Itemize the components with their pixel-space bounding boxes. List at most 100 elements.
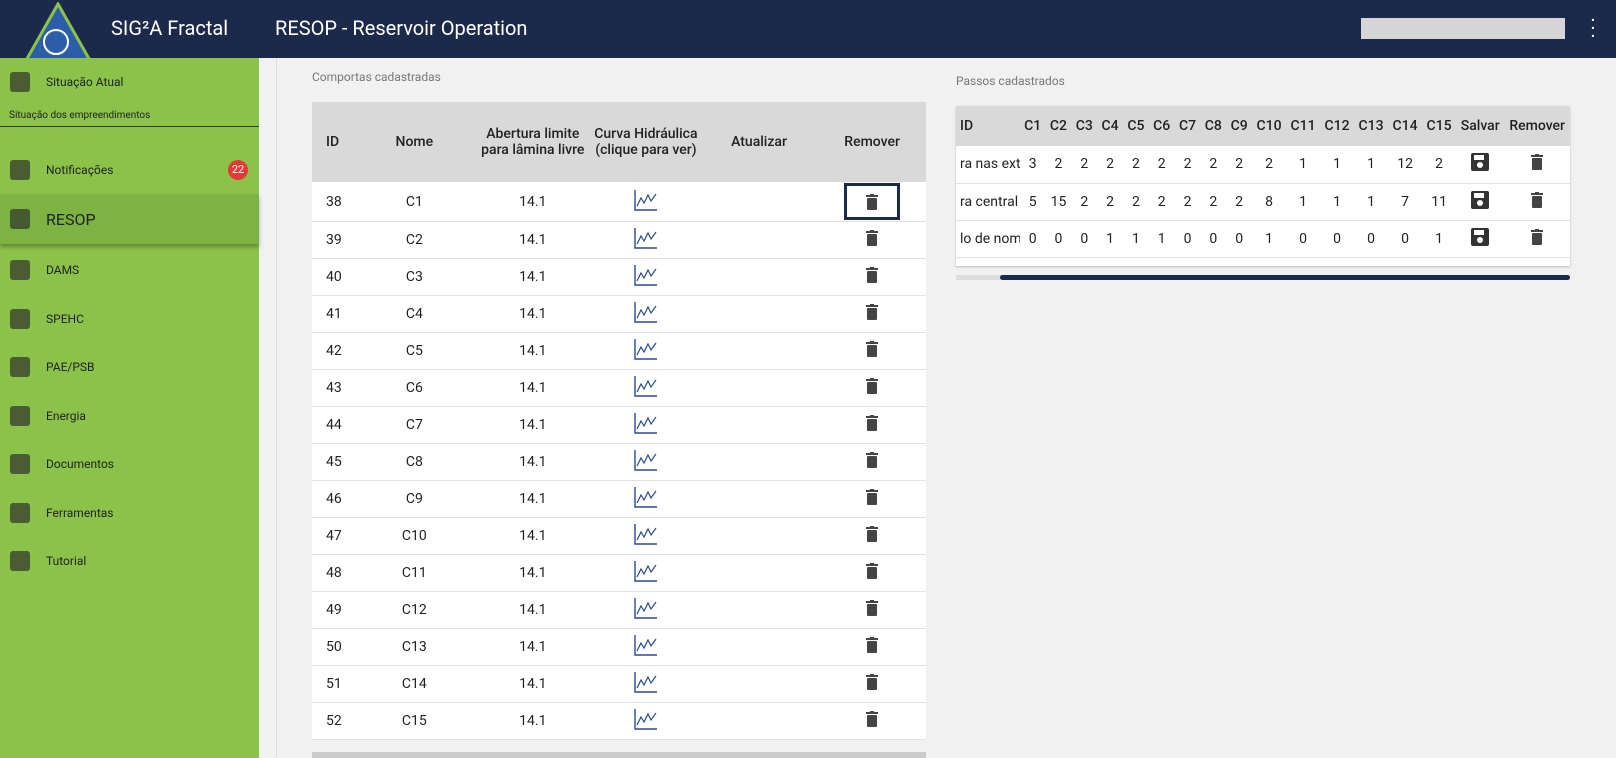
remove-button[interactable]: [818, 591, 926, 629]
cell: 15: [1045, 183, 1072, 221]
save-button[interactable]: [1456, 183, 1505, 221]
cell: 0: [1388, 220, 1423, 258]
curve-button[interactable]: [592, 517, 700, 555]
icon: [10, 309, 30, 329]
cell: 1: [1320, 183, 1355, 221]
cell: 14.1: [473, 221, 593, 259]
column-header: C15: [1422, 106, 1457, 146]
nav-item[interactable]: Ferramentas: [0, 491, 259, 535]
cell: 2: [1174, 183, 1201, 221]
cell: 1: [1252, 220, 1287, 258]
curve-button[interactable]: [592, 554, 700, 592]
icon: [10, 454, 30, 474]
remove-button[interactable]: [1504, 220, 1570, 258]
cell: 0: [1200, 220, 1227, 258]
remove-button[interactable]: [818, 702, 926, 740]
nav-item[interactable]: Notificações 22: [0, 148, 259, 192]
nav-item[interactable]: Situação Atual: [0, 60, 259, 104]
remove-button[interactable]: [818, 332, 926, 370]
nav-item[interactable]: Documentos: [0, 442, 259, 486]
remove-button[interactable]: [818, 369, 926, 407]
gate-row: 46 C9 14.1: [312, 480, 926, 518]
cell: 14.1: [473, 702, 593, 740]
column-header: ID: [312, 102, 356, 182]
cell: C13: [355, 628, 474, 666]
step-row: ra nas ext 3 2 2 2 2 2 2 2 2 2 1 1 1 12 2: [956, 146, 1570, 184]
column-header: C3: [1071, 106, 1098, 146]
curve-button[interactable]: [592, 258, 700, 296]
search-box[interactable]: [1361, 18, 1565, 39]
nav-item[interactable]: Energia: [0, 394, 259, 438]
cell: 2: [1148, 146, 1175, 184]
remove-button[interactable]: [818, 517, 926, 555]
column-header: C12: [1320, 106, 1355, 146]
cell: 0: [1320, 220, 1355, 258]
remove-button[interactable]: [818, 221, 926, 259]
curve-button[interactable]: [592, 295, 700, 333]
curve-button[interactable]: [592, 369, 700, 407]
nav-item[interactable]: RESOP: [0, 194, 259, 244]
update-cell: [699, 369, 819, 407]
nav-item[interactable]: PAE/PSB: [0, 345, 259, 389]
cell: 2: [1071, 146, 1098, 184]
cell: 1: [1286, 183, 1321, 221]
cell: C2: [355, 221, 474, 259]
caption: Passos cadastrados: [956, 74, 1065, 88]
save-button[interactable]: [1456, 146, 1505, 184]
nav-item[interactable]: SPEHC: [0, 297, 259, 341]
menu-button[interactable]: · · ·: [1590, 8, 1596, 48]
cell: 2: [1045, 146, 1072, 184]
nav-item[interactable]: DAMS: [0, 248, 259, 292]
cell: ra central: [956, 183, 1020, 221]
scrollbar[interactable]: [312, 752, 926, 758]
nav-label: DAMS: [46, 263, 80, 277]
remove-button[interactable]: [818, 554, 926, 592]
sidebar: Situação Atual Situação dos empreendiment…: [0, 58, 259, 758]
curve-button[interactable]: [592, 591, 700, 629]
remove-button[interactable]: [818, 258, 926, 296]
column-header: ID: [956, 106, 1020, 146]
remove-button[interactable]: [818, 443, 926, 481]
cell: 14.1: [473, 665, 593, 703]
curve-button[interactable]: [592, 406, 700, 444]
cell: 2: [1174, 146, 1201, 184]
curve-button[interactable]: [592, 702, 700, 740]
remove-button[interactable]: [818, 628, 926, 666]
remove-button[interactable]: [818, 406, 926, 444]
remove-button[interactable]: [818, 295, 926, 333]
curve-button[interactable]: [592, 443, 700, 481]
cell: 46: [312, 480, 356, 518]
remove-button[interactable]: [1504, 146, 1570, 184]
page-title: RESOP - Reservoir Operation: [275, 16, 528, 40]
cell: 14.1: [473, 369, 593, 407]
icon: [10, 406, 30, 426]
column-header: Salvar: [1456, 106, 1505, 146]
cell: 42: [312, 332, 356, 370]
cell: 1: [1320, 146, 1355, 184]
curve-button[interactable]: [592, 182, 700, 222]
curve-button[interactable]: [592, 332, 700, 370]
nav-label: Energia: [46, 409, 86, 423]
cell: C4: [355, 295, 474, 333]
cell: 39: [312, 221, 356, 259]
curve-button[interactable]: [592, 665, 700, 703]
remove-button[interactable]: [1504, 183, 1570, 221]
remove-button[interactable]: [818, 480, 926, 518]
remove-button[interactable]: [818, 182, 926, 222]
curve-button[interactable]: [592, 480, 700, 518]
update-cell: [699, 665, 819, 703]
curve-button[interactable]: [592, 628, 700, 666]
cell: 2: [1200, 146, 1227, 184]
gate-row: 39 C2 14.1: [312, 221, 926, 259]
scrollbar[interactable]: [956, 275, 1570, 280]
update-cell: [699, 332, 819, 370]
header-row: ID C1 C2 C3 C4 C5 C6 C7 C8 C9 C10 C11 C12 C13 C14 C15 Sa…: [956, 106, 1570, 146]
cell: 43: [312, 369, 356, 407]
nav-item[interactable]: Tutorial: [0, 539, 259, 583]
curve-button[interactable]: [592, 221, 700, 259]
save-button[interactable]: [1456, 220, 1505, 258]
icon: [10, 72, 30, 92]
remove-button[interactable]: [818, 665, 926, 703]
nav-label: PAE/PSB: [46, 360, 95, 374]
nav-label: Situação Atual: [46, 75, 124, 89]
